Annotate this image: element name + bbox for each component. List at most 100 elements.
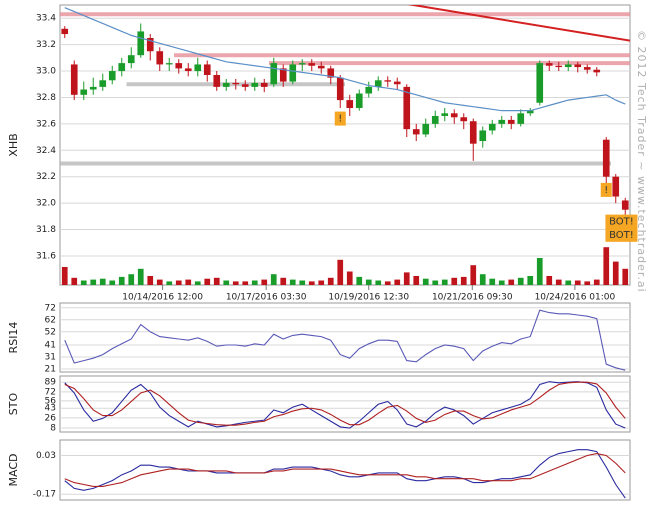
candle-body: [612, 176, 620, 197]
volume-bar: [223, 280, 230, 285]
candle-body: [61, 28, 69, 35]
panel-frame: [59, 302, 631, 373]
y-tick-label: 43: [45, 404, 56, 414]
volume-bar: [80, 280, 87, 285]
volume-bar: [584, 281, 591, 285]
candle-body: [222, 82, 230, 87]
candle-body: [460, 117, 468, 122]
candle-body: [355, 93, 363, 109]
annotation-box: [334, 111, 346, 126]
candle-body: [279, 68, 287, 82]
candle-body: [450, 113, 458, 118]
volume-bar: [280, 277, 287, 285]
candle-body: [517, 113, 525, 124]
volume-bar: [375, 280, 382, 285]
y-tick-label: 52: [45, 327, 56, 337]
volume-bar: [137, 268, 144, 285]
volume-bar: [451, 277, 458, 285]
volume-bar: [118, 276, 125, 285]
volume-bar: [308, 281, 315, 285]
candle-body: [545, 63, 553, 66]
volume-bar: [166, 281, 173, 285]
y-tick-label: 33.2: [36, 40, 56, 50]
candle-body: [384, 80, 392, 82]
volume-bar: [517, 277, 524, 285]
annotation-box: [600, 182, 612, 197]
volume-bar: [175, 280, 182, 285]
y-tick-label: 31: [45, 353, 56, 363]
candle-body: [175, 63, 183, 69]
y-tick-label: 26: [45, 413, 57, 423]
y-tick-label: 8: [50, 424, 56, 434]
indicator-line: [64, 381, 626, 426]
volume-bar: [508, 279, 515, 285]
candle-body: [89, 86, 97, 90]
y-axis-label: STO: [7, 392, 20, 415]
candle-body: [317, 65, 325, 69]
volume-bar: [185, 279, 192, 285]
candle-body: [431, 115, 439, 124]
x-tick-label: 10/21/2016 09:30: [432, 293, 513, 303]
volume-bar: [270, 274, 277, 285]
candle-body: [536, 63, 544, 103]
y-tick-label: 56: [45, 396, 57, 406]
volume-bar: [61, 267, 68, 285]
volume-bar: [622, 268, 629, 285]
indicator-line: [64, 381, 626, 429]
y-axis-label: RSI14: [7, 322, 20, 354]
volume-bar: [498, 280, 505, 285]
candle-body: [441, 113, 449, 116]
candle-body: [526, 110, 534, 114]
volume-bar: [460, 276, 467, 285]
x-tick-label: 10/19/2016 12:30: [328, 293, 409, 303]
candle-body: [555, 65, 563, 68]
y-tick-label: 89: [45, 378, 57, 388]
candle-body: [374, 80, 382, 87]
candle-body: [412, 129, 420, 135]
candle-body: [165, 63, 173, 65]
annotation-label: !: [604, 185, 608, 196]
y-axis-label: XHB: [7, 133, 20, 156]
candle-body: [127, 55, 135, 64]
volume-bar: [318, 280, 325, 285]
candle-body: [203, 64, 211, 75]
candle-body: [593, 69, 601, 73]
y-tick-label: 21: [45, 365, 56, 375]
candle-body: [479, 130, 487, 142]
y-tick-label: 32.6: [36, 119, 56, 129]
candle-body: [70, 64, 78, 95]
y-tick-label: 31.8: [36, 225, 56, 235]
annotation-label: BOT!: [609, 230, 634, 241]
trend-line: [407, 5, 630, 42]
volume-bar: [384, 281, 391, 285]
y-tick-label: 62: [45, 315, 56, 325]
volume-bar: [204, 278, 211, 285]
candle-body: [194, 64, 202, 72]
candle-body: [232, 82, 240, 85]
volume-bar: [574, 280, 581, 285]
candle-body: [346, 100, 354, 109]
candle-body: [574, 64, 582, 68]
candle-body: [80, 89, 88, 95]
candle-body: [156, 51, 164, 65]
x-tick-label: 10/24/2016 01:00: [535, 293, 616, 303]
volume-bar: [422, 278, 429, 285]
volume-bar: [612, 261, 619, 285]
volume-bar: [261, 279, 268, 285]
annotation-label: BOT!: [609, 217, 634, 228]
indicator-line: [64, 309, 626, 371]
volume-bar: [441, 279, 448, 285]
volume-bar: [194, 281, 201, 285]
panel-frame: [59, 4, 631, 286]
volume-bar: [565, 280, 572, 285]
candle-body: [118, 63, 126, 72]
volume-bar: [327, 277, 334, 285]
moving-average: [64, 7, 626, 112]
volume-bar: [527, 276, 534, 285]
y-axis-label: MACD: [7, 454, 20, 487]
volume-bar: [413, 276, 420, 285]
volume-bar: [99, 278, 106, 285]
y-tick-label: 0.03: [36, 451, 56, 461]
volume-bar: [356, 276, 363, 285]
